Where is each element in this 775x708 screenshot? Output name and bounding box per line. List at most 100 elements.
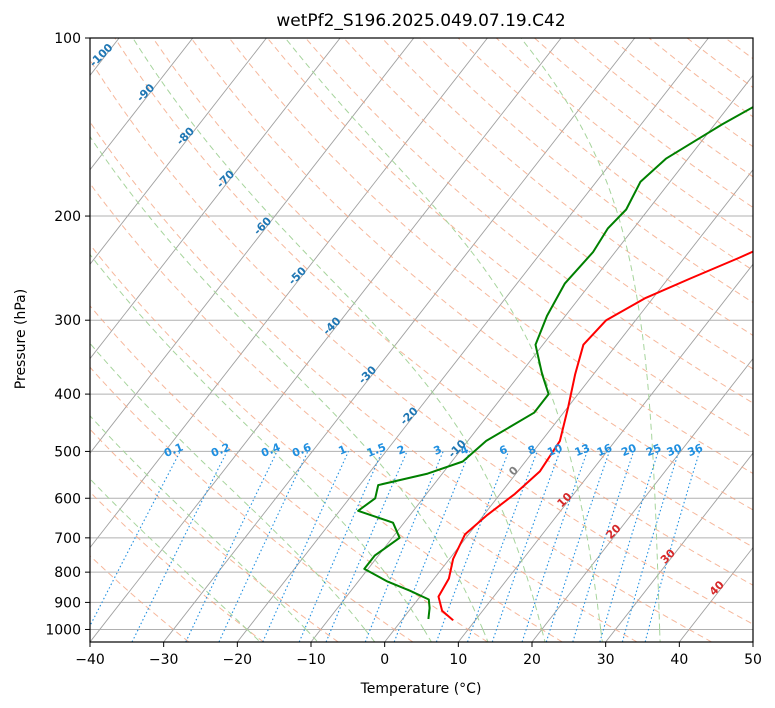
isotherm-label: -20 bbox=[398, 404, 421, 427]
isotherm-label: -90 bbox=[134, 81, 157, 104]
dewpoint-profile-line bbox=[357, 105, 753, 620]
dry-adiabat bbox=[114, 38, 753, 586]
mixing-ratio-label: 8 bbox=[526, 443, 538, 458]
dry-adiabat bbox=[90, 428, 339, 642]
dry-adiabat bbox=[686, 38, 753, 89]
mixing-ratio-label: 0.2 bbox=[209, 441, 232, 460]
mixing-ratio-line bbox=[90, 451, 181, 628]
y-tick-label: 100 bbox=[54, 31, 81, 47]
moist-adiabat bbox=[423, 629, 432, 642]
mixing-ratio-label: 16 bbox=[595, 441, 614, 459]
x-tick-label: −30 bbox=[149, 652, 179, 668]
moist-adiabat bbox=[90, 253, 425, 630]
x-tick-label: 30 bbox=[597, 652, 615, 668]
mixing-ratio-label: 10 bbox=[545, 441, 564, 459]
dry-adiabat bbox=[152, 38, 753, 548]
moist-adiabat bbox=[600, 629, 603, 642]
moist-adiabat bbox=[482, 629, 489, 642]
dry-adiabat bbox=[190, 38, 753, 511]
isotherm-label: 40 bbox=[707, 578, 727, 598]
mixing-ratio-line bbox=[393, 451, 471, 642]
x-tick-label: 50 bbox=[744, 652, 762, 668]
dry-adiabat bbox=[90, 555, 190, 642]
isotherm-line bbox=[310, 74, 753, 642]
mixing-ratio-label: 3 bbox=[432, 443, 444, 458]
isotherm-label: -80 bbox=[174, 124, 197, 147]
isotherm-line bbox=[90, 38, 267, 265]
y-tick-label: 800 bbox=[54, 565, 81, 581]
mixing-ratio-label: 13 bbox=[573, 441, 592, 459]
x-tick-label: 10 bbox=[449, 652, 467, 668]
y-tick-label: 1000 bbox=[45, 622, 81, 638]
y-tick-label: 400 bbox=[54, 387, 81, 403]
y-tick-label: 200 bbox=[54, 209, 81, 225]
isotherm-label: -40 bbox=[320, 314, 343, 337]
moist-adiabat bbox=[541, 629, 546, 642]
dry-adiabat bbox=[267, 38, 753, 439]
temperature-profile-line bbox=[437, 250, 753, 622]
x-tick-label: −20 bbox=[223, 652, 253, 668]
moist-adiabat bbox=[90, 135, 484, 630]
y-axis-label: Pressure (hPa) bbox=[13, 289, 29, 389]
isotherm-line bbox=[90, 38, 562, 642]
mixing-ratio-label: 30 bbox=[665, 441, 684, 459]
mixing-ratio-line bbox=[572, 451, 635, 642]
mixing-ratio-line bbox=[325, 451, 408, 642]
moist-adiabat bbox=[132, 38, 543, 630]
mixing-ratio-line bbox=[262, 451, 349, 642]
plot-area bbox=[90, 38, 753, 642]
isotherm-line bbox=[605, 452, 753, 642]
isotherm-line bbox=[752, 641, 753, 642]
x-tick-label: −10 bbox=[296, 652, 326, 668]
isotherm-line bbox=[384, 169, 753, 642]
moist-adiabat bbox=[520, 38, 661, 630]
dry-adiabat bbox=[90, 491, 264, 642]
y-tick-label: 500 bbox=[54, 444, 81, 460]
moist-adiabat bbox=[284, 38, 602, 630]
mixing-ratio-line bbox=[298, 451, 383, 642]
chart-title: wetPf2_S196.2025.049.07.19.C42 bbox=[276, 11, 565, 31]
x-tick-label: −40 bbox=[75, 652, 105, 668]
dry-adiabat bbox=[534, 38, 753, 209]
mixing-ratio-line bbox=[521, 451, 588, 642]
dry-adiabat bbox=[228, 38, 753, 475]
y-tick-label: 900 bbox=[54, 595, 81, 611]
dry-adiabat bbox=[90, 58, 753, 625]
y-tick-label: 600 bbox=[54, 491, 81, 507]
isotherm-line bbox=[236, 38, 709, 642]
mixing-ratio-label: 1.5 bbox=[365, 441, 388, 460]
mixing-ratio-line bbox=[435, 451, 510, 642]
dry-adiabat bbox=[90, 182, 638, 642]
isotherm-label: -30 bbox=[356, 363, 379, 386]
moist-adiabat bbox=[659, 629, 661, 642]
moist-adiabat bbox=[305, 629, 319, 642]
isotherm-label: 20 bbox=[604, 521, 624, 541]
moist-adiabat bbox=[364, 629, 376, 642]
moist-adiabat bbox=[90, 478, 248, 630]
isotherm-line bbox=[90, 38, 341, 360]
isotherm-label: -60 bbox=[251, 214, 274, 237]
x-tick-label: 40 bbox=[670, 652, 688, 668]
mixing-ratio-label: 36 bbox=[686, 441, 705, 459]
dry-adiabat bbox=[305, 38, 753, 404]
isotherm-line bbox=[531, 357, 753, 642]
mixing-ratio-line bbox=[599, 451, 659, 642]
mixing-ratio-label: 0.6 bbox=[290, 440, 313, 459]
isotherm-line bbox=[163, 38, 636, 642]
isotherm-label: -70 bbox=[214, 167, 237, 190]
mixing-ratio-line bbox=[364, 451, 444, 642]
mixing-ratio-label: 0.1 bbox=[162, 441, 185, 460]
y-tick-label: 300 bbox=[54, 313, 81, 329]
dry-adiabat bbox=[90, 243, 563, 642]
mixing-ratio-label: 1 bbox=[337, 443, 349, 458]
dry-adiabat bbox=[419, 38, 753, 304]
mixing-ratio-line bbox=[218, 451, 309, 642]
isotherm-line bbox=[90, 38, 194, 171]
mixing-ratio-label: 6 bbox=[497, 443, 509, 458]
mixing-ratio-line bbox=[545, 451, 610, 642]
dry-adiabat bbox=[343, 38, 753, 370]
isotherm-line bbox=[457, 263, 753, 642]
dry-adiabat bbox=[90, 305, 488, 642]
